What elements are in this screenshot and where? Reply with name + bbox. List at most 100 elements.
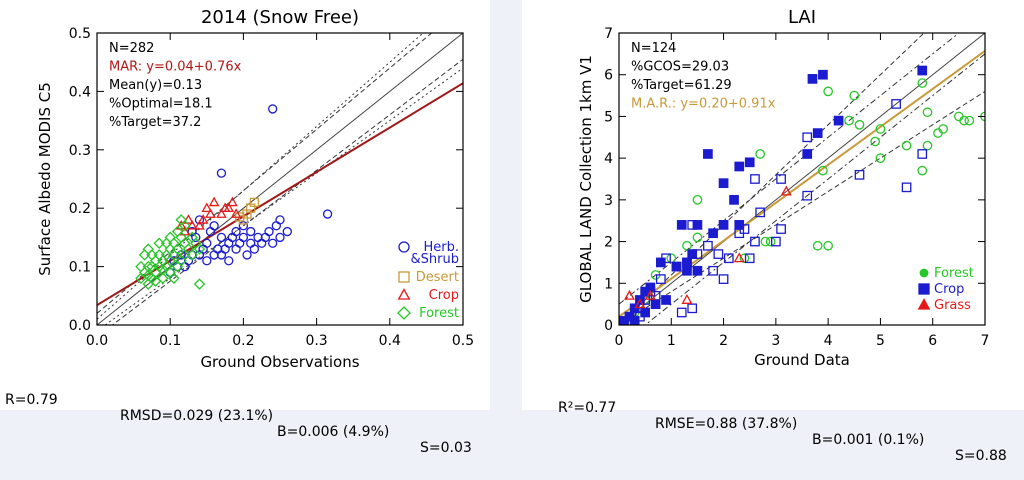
data-point (818, 165, 828, 176)
x-tick-label: 3 (771, 333, 780, 349)
x-tick-label: 2 (719, 333, 728, 349)
data-point (231, 226, 241, 237)
stat-rmse: RMSE=0.88 (37.8%) (655, 416, 798, 432)
data-point (802, 132, 813, 143)
data-point (760, 236, 771, 247)
data-point (197, 214, 209, 224)
legend-label: Forest (419, 306, 459, 321)
data-point (275, 232, 285, 243)
legend-marker (397, 306, 411, 320)
data-point (733, 252, 745, 263)
legend-label: Crop (429, 288, 459, 303)
data-point (640, 295, 650, 305)
chart-title: LAI (788, 7, 816, 28)
data-point (157, 272, 169, 284)
data-point (771, 236, 781, 247)
data-point (138, 249, 151, 261)
legend-label: Grass (934, 298, 971, 313)
x-tick-label: 4 (824, 333, 833, 349)
data-point (216, 168, 227, 178)
data-point (194, 219, 205, 230)
data-point (682, 257, 692, 268)
data-point (687, 220, 698, 230)
data-point (655, 274, 666, 284)
data-point (275, 215, 285, 225)
data-point (235, 238, 245, 248)
y-tick-label: 0.3 (69, 143, 91, 159)
data-point (268, 238, 278, 248)
data-point (216, 232, 227, 243)
chart-title: 2014 (Snow Free) (201, 7, 359, 28)
y-tick-label: 0.4 (69, 84, 91, 100)
data-point (708, 228, 718, 239)
data-point (171, 225, 184, 238)
x-tick-label: 0.3 (305, 333, 327, 349)
regression-fit-line (619, 50, 985, 318)
uncertainty-upper-line (97, 33, 424, 320)
data-point (891, 99, 901, 109)
y-tick-label: 0.2 (69, 201, 91, 217)
uncertainty-lower-line (111, 58, 463, 325)
data-point (142, 278, 154, 290)
data-point (734, 228, 745, 239)
one-to-one-line (619, 33, 985, 325)
data-point (692, 249, 703, 259)
albedo-scatter-chart: 2014 (Snow Free) Surface Albedo MODIS C5… (36, 7, 474, 371)
legend-marker (918, 283, 930, 295)
legend-marker (917, 298, 931, 310)
data-point (629, 303, 640, 314)
data-point (238, 232, 249, 243)
y-tick-label: 0.5 (69, 26, 91, 42)
annotation-text: N=282 (109, 41, 154, 56)
data-point (238, 221, 249, 231)
data-point (823, 86, 833, 97)
data-point (179, 220, 191, 232)
data-point (723, 253, 734, 264)
regression-fit-line (97, 82, 463, 306)
data-point (671, 261, 682, 272)
legend-label: Herb. (423, 240, 459, 255)
data-point (619, 315, 630, 325)
data-point (227, 196, 238, 207)
data-point (322, 209, 333, 219)
data-point (718, 178, 729, 189)
data-point (870, 136, 881, 147)
x-tick-label: 0 (615, 333, 624, 349)
uncertainty-lower-line (619, 90, 985, 325)
uncertainty-lower-line (104, 67, 463, 325)
data-point (849, 90, 860, 101)
x-tick-label: 6 (928, 333, 937, 349)
data-point (224, 256, 234, 266)
data-point (687, 249, 698, 259)
data-point (812, 240, 823, 251)
data-point (959, 115, 969, 126)
data-point (713, 249, 724, 259)
data-point (142, 243, 154, 255)
y-axis-label: GLOBAL LAND Collection 1km V1 (577, 55, 595, 303)
data-point (135, 260, 147, 273)
stat-s: S=0.03 (420, 440, 472, 456)
data-point (635, 311, 645, 322)
data-point (692, 220, 703, 230)
stat-rmsd: RMSD=0.029 (23.1%) (120, 408, 274, 424)
data-point (146, 249, 158, 261)
annotation-text: MAR: y=0.04+0.76x (109, 60, 242, 75)
lai-scatter-chart: LAI GLOBAL LAND Collection 1km V1 Ground… (577, 7, 990, 369)
data-point (216, 208, 227, 218)
data-point (191, 232, 201, 243)
data-point (201, 202, 213, 213)
y-tick-label: 0.1 (69, 260, 91, 276)
data-point (692, 265, 703, 276)
data-point (917, 149, 928, 159)
stat-r2: R²=0.77 (558, 400, 617, 416)
data-point (802, 149, 813, 159)
data-point (194, 250, 205, 260)
legend-marker (397, 288, 411, 300)
y-tick-label: 6 (604, 68, 613, 84)
uncertainty-lower-line (644, 53, 985, 325)
x-axis-label: Ground Observations (200, 353, 359, 371)
data-point (271, 221, 281, 231)
stat-bias: B=0.006 (4.9%) (277, 424, 390, 440)
x-tick-label: 7 (981, 333, 990, 349)
data-point (246, 238, 256, 248)
